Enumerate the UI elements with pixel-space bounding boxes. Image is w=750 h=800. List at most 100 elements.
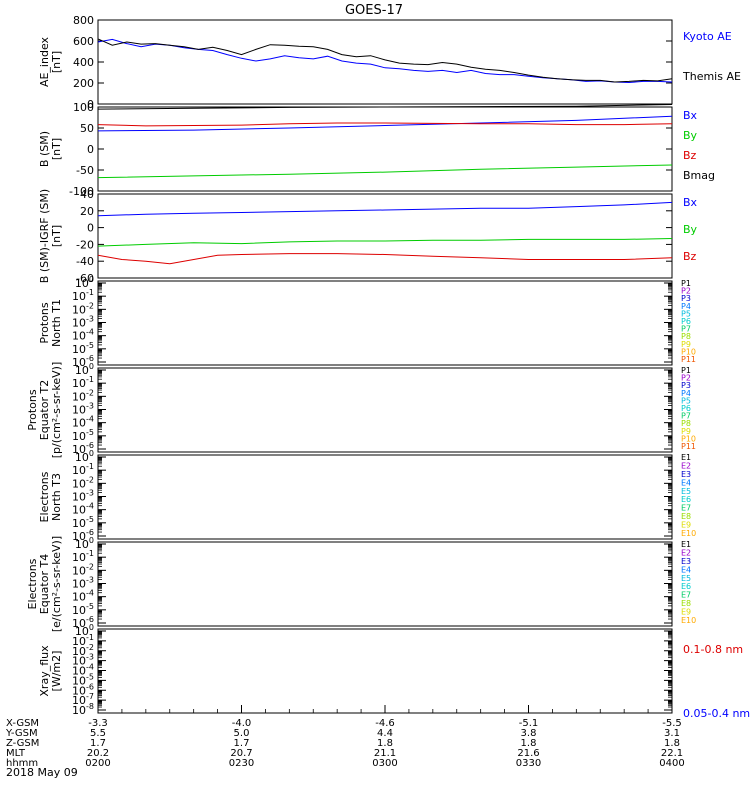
panel-2: B (SM) [nT] -100 -50 0 50 100 Bx By Bz Bmag (38, 101, 715, 198)
y-tick-label: 800 (73, 14, 94, 27)
x-axis-value: -4.6 (375, 718, 395, 729)
legend-entry: P10 (681, 347, 696, 356)
y-axis-label: [p/(cm²-s-sr-keV)] (50, 362, 63, 459)
series-line-bmag (97, 104, 673, 110)
x-axis-value: 22.1 (661, 748, 683, 759)
chart-title: GOES-17 (345, 3, 403, 18)
x-axis-value: 0230 (229, 758, 254, 769)
series-line-bx (97, 115, 673, 132)
legend-entry: E6 (681, 582, 691, 591)
y-tick-label: 50 (80, 122, 94, 135)
panel-1: AE_index [nT] 0 200 400 600 800 Kyoto AE Themis … (38, 14, 741, 111)
series-line-bz (97, 253, 673, 265)
y-axis-label: Xray_flux (38, 645, 51, 697)
legend-entry: P8 (681, 419, 691, 428)
x-axis-value: 21.6 (517, 748, 539, 759)
x-axis-value: 0200 (85, 758, 110, 769)
panel-frame (97, 19, 673, 105)
x-axis-value: 21.1 (374, 748, 396, 759)
series-line-by (97, 238, 673, 247)
legend-entry: E3 (681, 557, 691, 566)
y-tick-label: 400 (73, 56, 94, 69)
legend-entry: P7 (681, 412, 691, 421)
y-axis-label: [nT] (50, 51, 63, 73)
x-axis-row-label: Y-GSM (5, 728, 38, 739)
y-tick-label: 20 (80, 205, 94, 218)
legend-entry: P6 (681, 317, 691, 326)
legend-entry: Bx (683, 196, 698, 209)
legend-entry: P9 (681, 340, 691, 349)
legend-entry: P2 (681, 374, 691, 383)
legend-entry: E1 (681, 453, 691, 462)
series-line-kyoto-ae (97, 38, 673, 84)
x-axis-value: -5.5 (662, 718, 682, 729)
series-line-bz (97, 122, 673, 127)
date-label: 2018 May 09 (6, 766, 78, 779)
x-axis-value: -5.1 (519, 718, 539, 729)
x-axis-value: 1.7 (90, 738, 106, 749)
panel-frame (97, 367, 673, 453)
legend-entry: P3 (681, 294, 691, 303)
legend-entry: E6 (681, 495, 691, 504)
legend-entry: E4 (681, 478, 691, 487)
y-axis-label: Protons (38, 302, 51, 343)
x-axis-row-label: Z-GSM (6, 738, 39, 749)
x-axis-value: 5.5 (90, 728, 106, 739)
panel-7: Electrons Equator T4 [e/(cm²-s-sr-keV)] 100… (26, 536, 696, 632)
legend-entry: Kyoto AE (683, 30, 732, 43)
panel-4: Protons North T110010-110-210-310-410-510… (38, 275, 696, 369)
legend-entry: E4 (681, 565, 691, 574)
legend-entry: E7 (681, 504, 691, 513)
legend-entry: E7 (681, 591, 691, 600)
x-axis-value: 20.2 (87, 748, 109, 759)
panel-3: B (SM)-IGRF (SM) [nT] -60 -40 -20 0 20 40 Bx By Bz (38, 188, 698, 285)
legend-entry: P4 (681, 302, 691, 311)
panel-5: Protons Equator T2 [p/(cm²-s-sr-keV)] 10010… (26, 362, 696, 459)
x-axis-value: 1.8 (664, 738, 680, 749)
legend-entry: P3 (681, 381, 691, 390)
x-axis-labels: X-GSMY-GSMZ-GSMMLThhmm-3.35.51.720.20200… (5, 705, 685, 769)
y-tick-label: 0 (87, 222, 94, 235)
legend-entry: By (683, 129, 698, 142)
x-axis-value: 0400 (659, 758, 684, 769)
x-axis-value: 1.8 (521, 738, 537, 749)
y-tick-label: 200 (73, 77, 94, 90)
y-tick-label: -60 (76, 272, 94, 285)
y-axis-label: [W/m2] (50, 651, 63, 692)
y-tick-label: 0 (87, 143, 94, 156)
x-axis-value: -4.0 (232, 718, 252, 729)
legend-entry: Bmag (683, 169, 715, 182)
y-axis-label: Protons (26, 389, 39, 430)
legend-entry: P2 (681, 287, 691, 296)
y-tick-label: -100 (69, 185, 94, 198)
x-axis-value: -3.3 (88, 718, 108, 729)
y-tick-label: 10-8 (72, 702, 94, 717)
x-axis-value: 5.0 (234, 728, 250, 739)
panel-frame (97, 454, 673, 540)
legend-entry: Bz (683, 250, 697, 263)
x-axis-value: 0300 (372, 758, 397, 769)
y-axis-label: AE_index (38, 36, 51, 87)
legend-entry: P5 (681, 309, 691, 318)
legend-entry: P7 (681, 325, 691, 334)
legend-entry: E5 (681, 487, 691, 496)
legend-entry: E9 (681, 608, 691, 617)
legend-entry: P10 (681, 434, 696, 443)
y-tick-label: -40 (76, 255, 94, 268)
x-axis-value: 20.7 (230, 748, 252, 759)
legend-entry: P8 (681, 332, 691, 341)
legend-entry: P11 (681, 355, 696, 364)
legend-entry: By (683, 223, 698, 236)
series-line-bx (97, 201, 673, 217)
panel-6: Electrons North T310010-110-210-310-410-5… (38, 449, 696, 543)
x-axis-value: 0330 (516, 758, 541, 769)
legend-entry: P6 (681, 404, 691, 413)
y-tick-label: 40 (80, 188, 94, 201)
legend-entry: P4 (681, 389, 691, 398)
legend-entry: P11 (681, 442, 696, 451)
y-axis-label: [nT] (50, 225, 63, 247)
legend-entry: E10 (681, 529, 696, 538)
x-axis-value: 1.7 (234, 738, 250, 749)
legend-entry: E1 (681, 540, 691, 549)
